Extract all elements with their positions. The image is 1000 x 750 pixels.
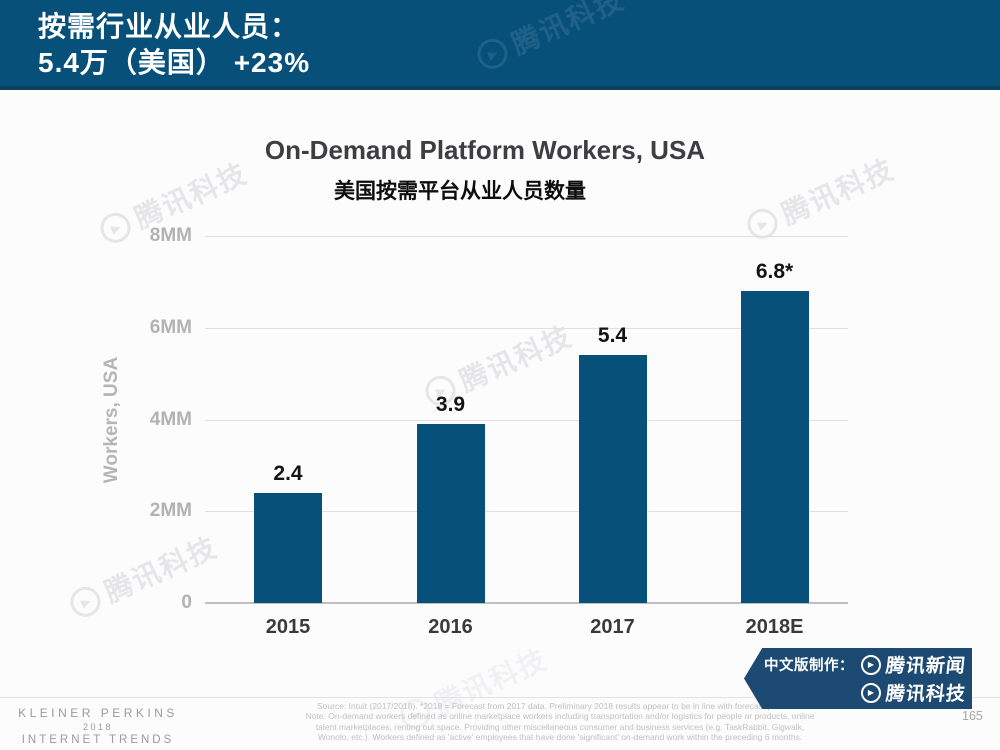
x-axis-baseline bbox=[205, 602, 848, 604]
x-axis-tick-label: 2015 bbox=[265, 616, 311, 638]
page-number: 165 bbox=[962, 709, 983, 723]
gridline bbox=[205, 327, 848, 329]
bar-value-label: 5.4 bbox=[597, 324, 628, 348]
bar-value-label: 3.9 bbox=[435, 393, 466, 417]
y-axis-tick-label: 2MM bbox=[149, 500, 192, 522]
brand-row-tech: ▶ 腾讯科技 bbox=[766, 679, 967, 706]
kp-logo-line: KLEINER PERKINS bbox=[18, 706, 178, 720]
source-note: Source: Intuit (2017/2018). *2018 = Fore… bbox=[256, 701, 864, 743]
source-note-line: Source: Intuit (2017/2018). *2018 = Fore… bbox=[317, 701, 803, 711]
bar-2017 bbox=[578, 355, 647, 603]
y-axis-tick-label: 4MM bbox=[149, 408, 192, 430]
y-axis-tick-label: 8MM bbox=[149, 225, 192, 246]
header-title-line2: 5.4万（美国） +23% bbox=[38, 47, 311, 78]
x-axis-tick-label: 2016 bbox=[428, 616, 473, 638]
source-note-line: Wonolo, etc.). Workers defined as 'activ… bbox=[317, 732, 803, 743]
header-banner: 按需行业从业人员： 5.4万（美国） +23% bbox=[0, 0, 1000, 90]
chart-title: On-Demand Platform Workers, USA bbox=[264, 135, 706, 165]
brand-row-news: 中文版制作： ▶ 腾讯新闻 bbox=[764, 651, 967, 678]
bar-2015 bbox=[254, 492, 322, 603]
bar-2018E bbox=[740, 291, 809, 603]
bar-value-label: 2.4 bbox=[273, 461, 303, 485]
gridline bbox=[205, 236, 848, 237]
gridline bbox=[205, 419, 848, 421]
kp-logo-line: INTERNET TRENDS bbox=[21, 734, 175, 746]
gridline bbox=[205, 511, 848, 513]
tencent-news-icon: ▶ bbox=[860, 654, 881, 675]
y-axis-tick-label: 6MM bbox=[149, 316, 192, 338]
source-note-line: talent marketplaces, renting out space. … bbox=[315, 721, 805, 732]
bar-value-label: 6.8* bbox=[755, 260, 794, 284]
tencent-tech-label: 腾讯科技 bbox=[884, 684, 967, 705]
x-axis-tick-label: 2017 bbox=[590, 616, 635, 638]
footer-divider bbox=[0, 697, 1000, 698]
kleiner-perkins-logo: KLEINER PERKINS 2018 INTERNET TRENDS bbox=[16, 706, 180, 746]
bar-2016 bbox=[416, 424, 485, 603]
y-axis-tick-label: 0 bbox=[181, 592, 192, 613]
x-axis-tick-label: 2018E bbox=[745, 616, 804, 638]
header-title-line1: 按需行业从业人员： bbox=[38, 11, 300, 42]
kp-logo-line: 2018 bbox=[82, 722, 114, 732]
credit-prefix-label: 中文版制作： bbox=[764, 658, 854, 674]
chart-subtitle-zh: 美国按需平台从业人员数量 bbox=[334, 180, 586, 203]
tencent-tech-icon: ▶ bbox=[860, 682, 881, 703]
tencent-news-label: 腾讯新闻 bbox=[884, 656, 967, 677]
credit-banner: 中文版制作： ▶ 腾讯新闻 ▶ 腾讯科技 bbox=[744, 648, 972, 709]
source-note-line: Note: On-demand workers defined as onlin… bbox=[305, 711, 815, 722]
